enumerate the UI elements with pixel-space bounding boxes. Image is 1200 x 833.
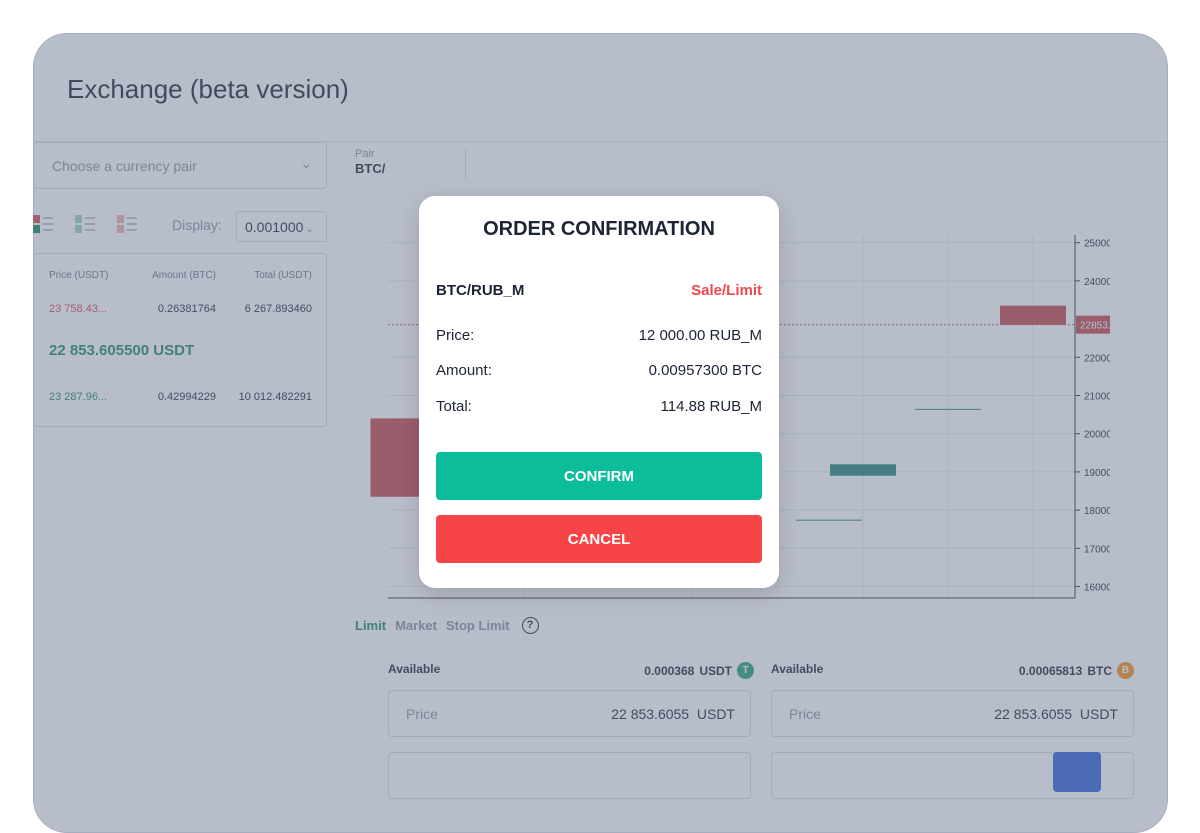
page-title: Exchange (beta version) bbox=[67, 74, 349, 104]
modal-pair: BTC/RUB_M bbox=[436, 282, 525, 299]
order-type-tabs: Limit Market Stop Limit ? bbox=[355, 617, 539, 634]
modal-total-label: Total: bbox=[436, 398, 472, 415]
help-icon[interactable]: ? bbox=[521, 617, 539, 634]
sell-amount: 0.26381764 bbox=[157, 303, 216, 315]
modal-total-row: Total: 114.88 RUB_M bbox=[436, 398, 762, 415]
orderbook: Price (USDT) Amount (BTC) Total (USDT) 2… bbox=[33, 253, 327, 427]
modal-price-row: Price: 12 000.00 RUB_M bbox=[436, 327, 762, 344]
y-tick-label: 16000.00 bbox=[1084, 583, 1110, 594]
orderbook-mid-price: 22 853.605500 USDT bbox=[49, 342, 195, 359]
view-both-icon[interactable] bbox=[33, 215, 53, 233]
candle bbox=[796, 519, 862, 521]
pair-separator bbox=[465, 148, 466, 180]
page-header: Exchange (beta version) bbox=[34, 34, 1167, 142]
col-price: Price (USDT) bbox=[49, 270, 109, 281]
modal-total-value: 114.88 RUB_M bbox=[660, 398, 762, 415]
pair-label: Pair bbox=[355, 148, 375, 160]
view-sell-icon[interactable] bbox=[117, 215, 137, 233]
chevron-down-icon: ⌄ bbox=[300, 155, 312, 171]
modal-price-value: 12 000.00 RUB_M bbox=[638, 327, 762, 344]
pair-info: Pair BTC/ bbox=[355, 148, 385, 176]
y-tick-label: 22000.00 bbox=[1084, 353, 1110, 364]
left-price-input[interactable]: Price 22 853.6055 USDT bbox=[388, 690, 751, 737]
modal-amount-value: 0.00957300 BTC bbox=[648, 362, 762, 379]
candle bbox=[1000, 305, 1066, 325]
modal-side: Sale/Limit bbox=[691, 282, 762, 299]
current-price-tag bbox=[1076, 315, 1110, 334]
right-price-value: 22 853.6055 USDT bbox=[994, 706, 1118, 722]
left-available-label: Available bbox=[388, 662, 441, 676]
right-price-input[interactable]: Price 22 853.6055 USDT bbox=[771, 690, 1134, 737]
confirm-button[interactable]: CONFIRM bbox=[436, 452, 762, 500]
modal-amount-row: Amount: 0.00957300 BTC bbox=[436, 362, 762, 379]
usdt-coin-icon: T bbox=[737, 662, 754, 679]
buy-amount: 0.42994229 bbox=[157, 391, 216, 403]
col-total: Total (USDT) bbox=[254, 270, 312, 281]
right-available-amount: 0.00065813 bbox=[1018, 663, 1083, 678]
right-available-label: Available bbox=[771, 662, 824, 676]
modal-pair-row: BTC/RUB_M Sale/Limit bbox=[436, 282, 762, 299]
display-precision-select[interactable]: 0.001000 ⌄ bbox=[236, 211, 327, 242]
y-tick-label: 18000.00 bbox=[1084, 506, 1110, 517]
right-available-currency: BTC bbox=[1087, 663, 1112, 678]
view-buy-icon[interactable] bbox=[75, 215, 95, 233]
display-label: Display: bbox=[172, 217, 222, 233]
y-tick-label: 21000.00 bbox=[1084, 391, 1110, 402]
btc-coin-icon: B bbox=[1117, 662, 1134, 679]
modal-price-label: Price: bbox=[436, 327, 475, 344]
modal-title: ORDER CONFIRMATION bbox=[483, 218, 715, 240]
left-available-currency: USDT bbox=[699, 663, 732, 678]
current-price-label: 22853.61 bbox=[1080, 321, 1110, 332]
display-value: 0.001000 bbox=[245, 219, 304, 235]
y-tick-label: 24000.00 bbox=[1084, 277, 1110, 288]
y-tick-label: 20000.00 bbox=[1084, 430, 1110, 441]
orderbook-view-toggle bbox=[33, 215, 137, 233]
col-amount: Amount (BTC) bbox=[152, 270, 216, 281]
currency-pair-placeholder: Choose a currency pair bbox=[52, 158, 197, 174]
left-available-value: 0.000368 USDT T bbox=[644, 662, 754, 679]
left-price-value: 22 853.6055 USDT bbox=[611, 706, 735, 722]
right-available-value: 0.00065813 BTC B bbox=[1019, 662, 1134, 679]
left-available-amount: 0.000368 bbox=[644, 663, 695, 678]
chevron-down-icon: ⌄ bbox=[305, 224, 314, 235]
tab-market[interactable]: Market bbox=[395, 618, 437, 633]
modal-amount-label: Amount: bbox=[436, 362, 492, 379]
left-amount-input[interactable] bbox=[388, 752, 751, 799]
buy-price: 23 287.96... bbox=[49, 391, 108, 403]
buy-total: 10 012.482291 bbox=[238, 391, 312, 403]
tab-limit[interactable]: Limit bbox=[355, 618, 387, 633]
currency-pair-select[interactable]: Choose a currency pair ⌄ bbox=[33, 142, 327, 189]
y-tick-label: 19000.00 bbox=[1084, 468, 1110, 479]
sell-total: 6 267.893460 bbox=[244, 303, 312, 315]
candle bbox=[915, 408, 981, 410]
y-tick-label: 17000.00 bbox=[1084, 544, 1110, 555]
y-tick-label: 25000.00 bbox=[1084, 239, 1110, 250]
tab-stop-limit[interactable]: Stop Limit bbox=[445, 618, 510, 633]
right-price-placeholder: Price bbox=[789, 706, 821, 722]
cancel-button[interactable]: CANCEL bbox=[436, 515, 762, 563]
sell-price: 23 758.43... bbox=[49, 303, 108, 315]
order-confirmation-modal: ORDER CONFIRMATION BTC/RUB_M Sale/Limit … bbox=[419, 196, 779, 588]
pair-value: BTC/ bbox=[355, 161, 386, 176]
left-price-placeholder: Price bbox=[406, 706, 438, 722]
candle bbox=[830, 464, 896, 476]
currency-switch-button[interactable] bbox=[1053, 752, 1101, 792]
